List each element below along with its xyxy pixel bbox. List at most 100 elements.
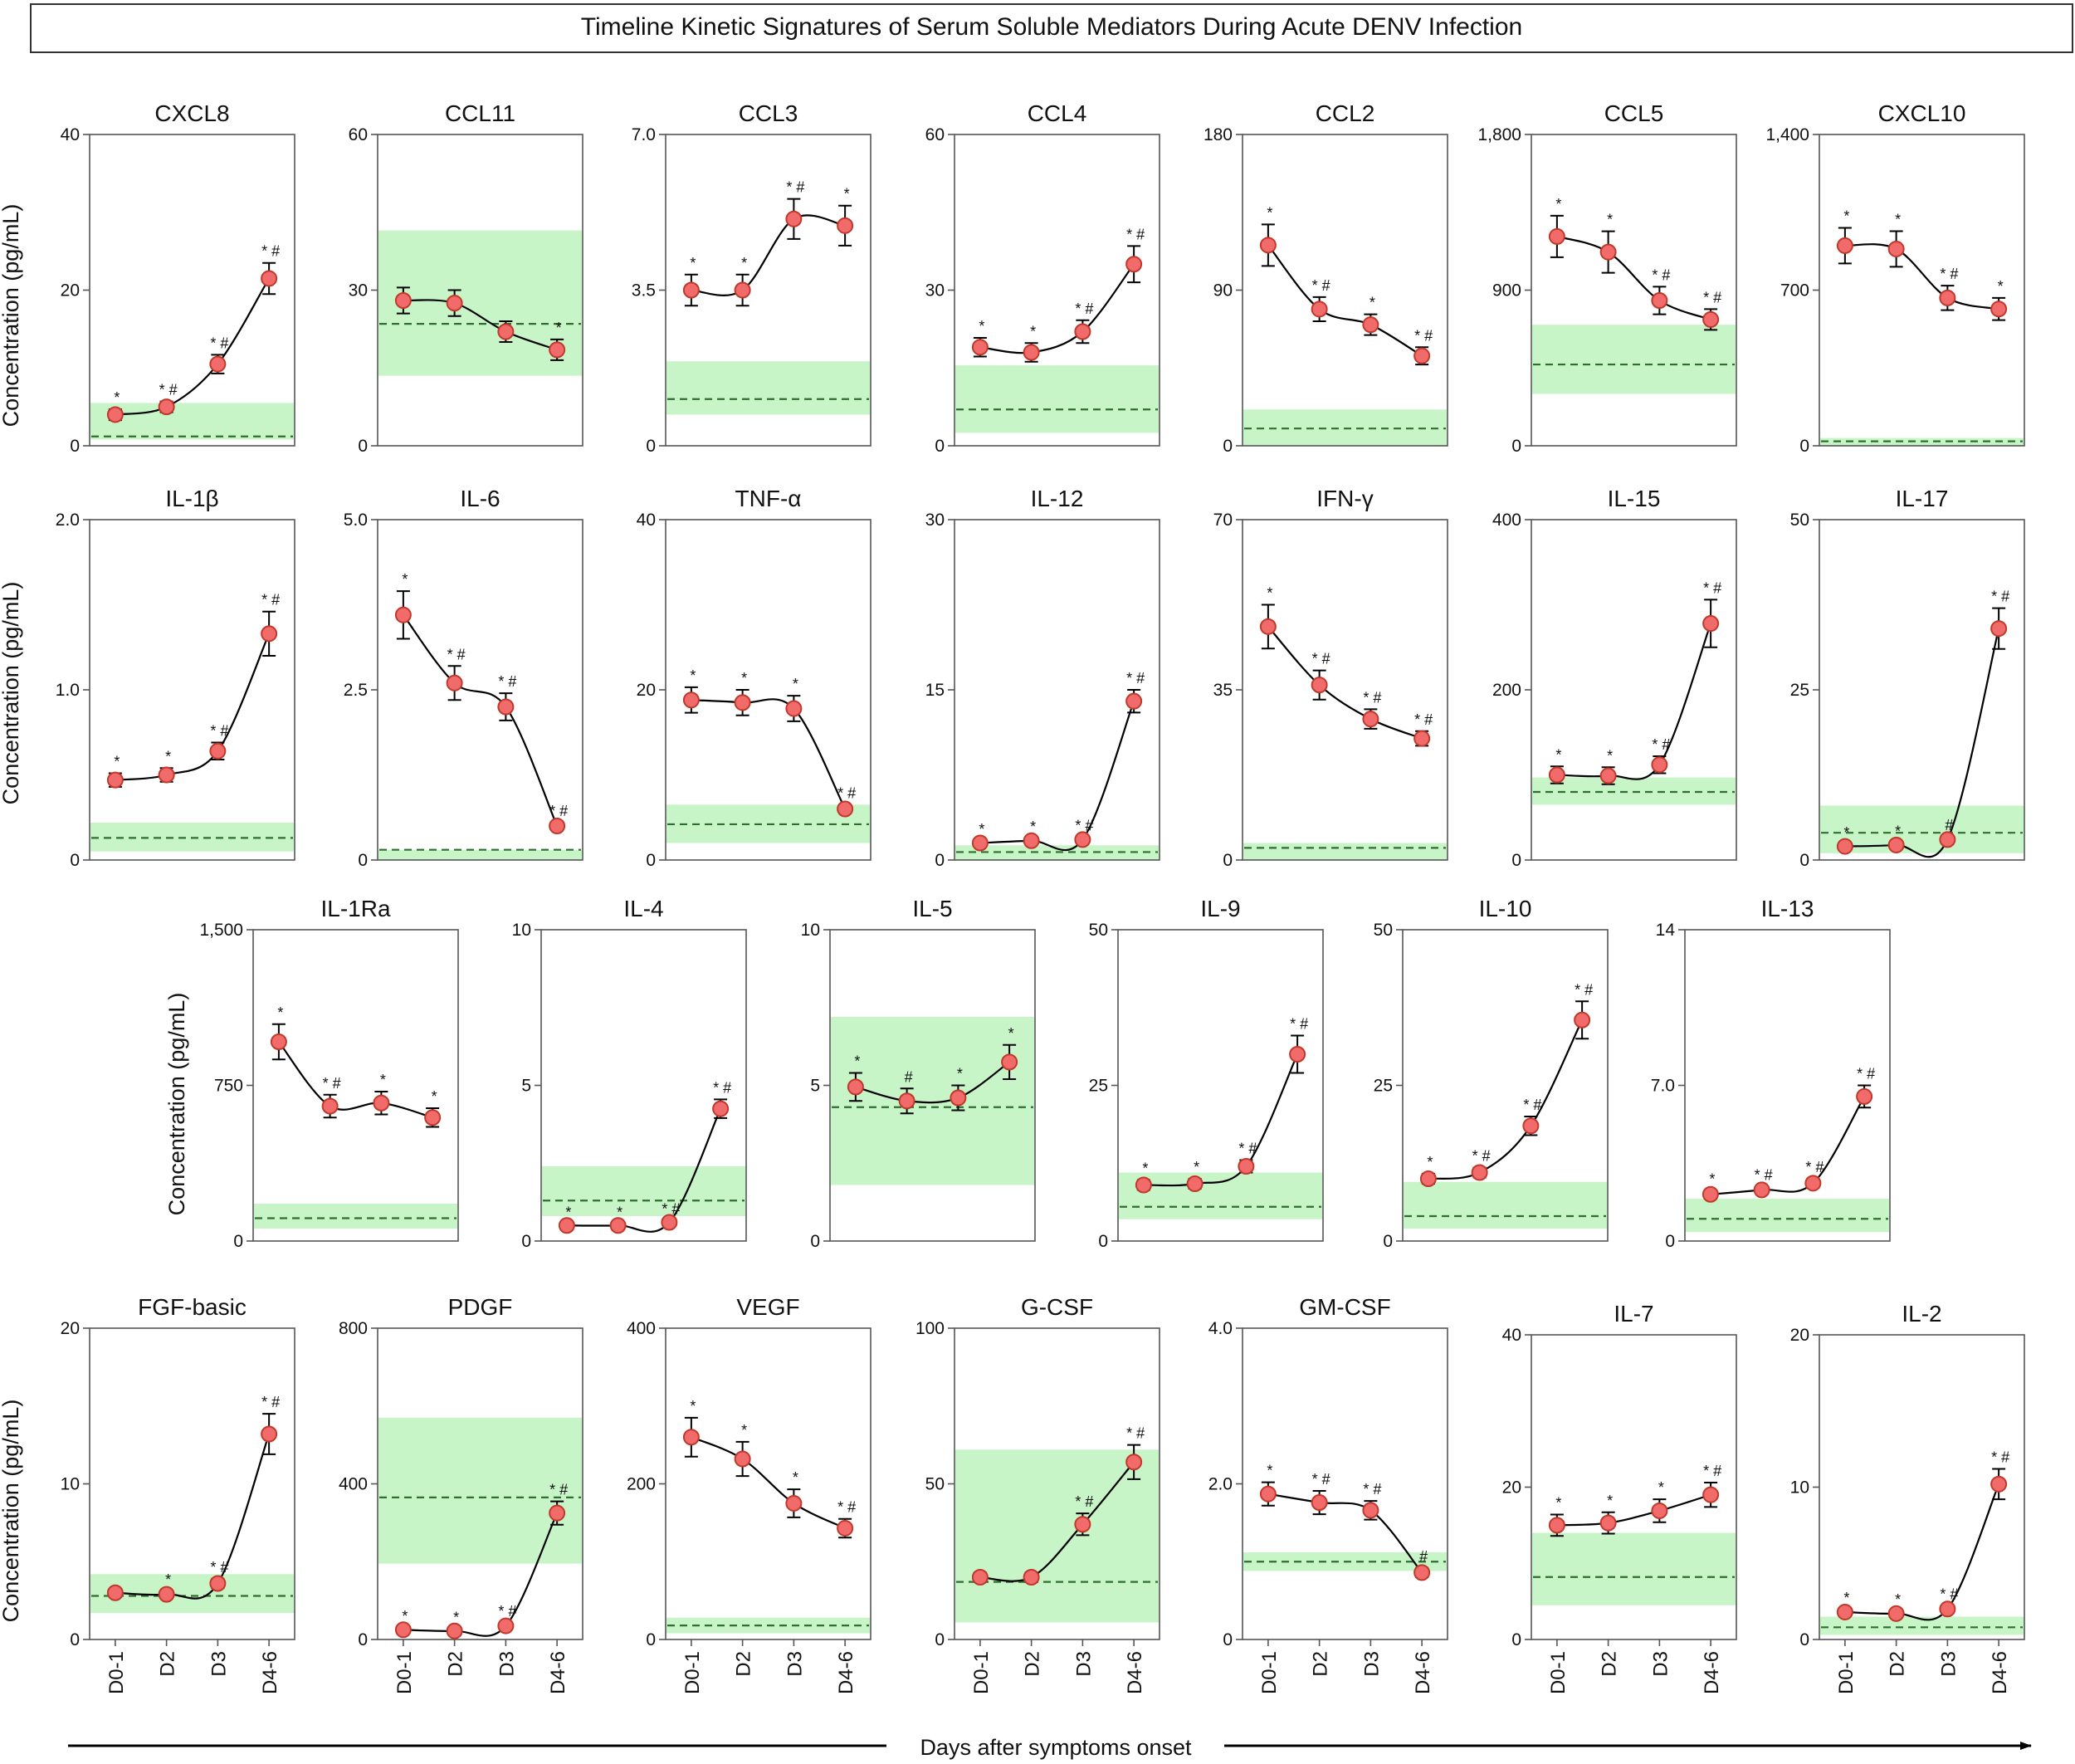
significance-mark: * # bbox=[1991, 1449, 2009, 1465]
data-point bbox=[497, 698, 515, 716]
y-tick-label: 0 bbox=[1511, 437, 1521, 456]
data-point bbox=[734, 1450, 751, 1468]
data-point bbox=[837, 217, 854, 234]
y-tick-label: 200 bbox=[1492, 681, 1521, 700]
series-line bbox=[1428, 1019, 1584, 1180]
y-tick-label: 2.0 bbox=[56, 511, 80, 530]
series-line bbox=[1556, 1493, 1711, 1527]
y-tick-label: 0 bbox=[358, 851, 368, 870]
x-tick-label: D0-1 bbox=[105, 1651, 128, 1694]
data-point bbox=[682, 691, 700, 709]
significance-mark: * bbox=[741, 1422, 747, 1439]
series-line bbox=[566, 1108, 722, 1233]
y-tick-label: 0 bbox=[1383, 1232, 1393, 1251]
significance-mark: * bbox=[690, 1398, 696, 1415]
y-tick-label: 1,500 bbox=[199, 921, 243, 940]
y-tick-label: 180 bbox=[1204, 125, 1233, 144]
y-tick-label: 0 bbox=[1511, 1630, 1521, 1649]
significance-mark: * bbox=[1555, 1495, 1561, 1512]
y-tick-label: 0 bbox=[935, 1630, 945, 1649]
significance-mark: * # bbox=[1075, 301, 1093, 317]
data-point bbox=[1574, 1011, 1591, 1029]
series-line bbox=[278, 1041, 433, 1119]
panel-ifn-: 0 35 70 IFN-γ * * # * # * # bbox=[1213, 486, 1448, 870]
reference-band bbox=[378, 1417, 582, 1564]
reference-band bbox=[955, 1449, 1159, 1623]
data-point bbox=[1311, 301, 1328, 318]
y-tick-label: 7.0 bbox=[1651, 1077, 1675, 1096]
plot-frame bbox=[1242, 519, 1448, 861]
significance-mark: * bbox=[565, 1204, 571, 1220]
y-tick-label: 40 bbox=[637, 511, 656, 530]
panel-title: IL-2 bbox=[1902, 1301, 1941, 1327]
significance-mark: * bbox=[165, 1571, 171, 1588]
panel-cxcl8: 0 20 40 CXCL8 * * # * # * # bbox=[61, 100, 295, 456]
x-tick-label: D0-1 bbox=[970, 1651, 993, 1694]
reference-band bbox=[1243, 843, 1447, 860]
y-tick-label: 0 bbox=[810, 1232, 820, 1251]
data-point bbox=[1362, 711, 1379, 728]
significance-mark: * # bbox=[1652, 266, 1670, 283]
y-tick-label: 0 bbox=[70, 1630, 80, 1649]
row-4-y-label: Concentration (pg/mL) bbox=[0, 1400, 23, 1623]
y-tick-label: 30 bbox=[925, 511, 945, 530]
x-tick-label: D3 bbox=[1649, 1651, 1672, 1677]
significance-mark: * bbox=[1555, 746, 1561, 763]
figure-title: Timeline Kinetic Signatures of Serum Sol… bbox=[581, 13, 1522, 41]
panel-title: FGF-basic bbox=[138, 1294, 247, 1320]
y-tick-label: 50 bbox=[925, 1475, 945, 1494]
panel-il-5: 0 5 10 IL-5 * # * * bbox=[801, 896, 1036, 1251]
significance-mark: * bbox=[1267, 585, 1272, 602]
data-point bbox=[158, 766, 175, 784]
significance-mark: * bbox=[979, 318, 984, 335]
series-line bbox=[403, 1512, 559, 1637]
x-tick-label: D0-1 bbox=[1547, 1651, 1570, 1694]
data-point bbox=[1548, 227, 1565, 245]
panel-il-1-: 0 1.0 2.0 IL-1β * * * # * # bbox=[56, 486, 295, 870]
significance-mark: * # bbox=[1312, 651, 1330, 667]
series-line bbox=[1267, 1493, 1423, 1574]
panel-pdgf: 0 400 800 PDGF D0-1 D2 D3 D4-6 * * * # * # bbox=[339, 1294, 583, 1694]
significance-mark: * bbox=[1370, 295, 1375, 311]
reference-band bbox=[1532, 325, 1736, 394]
plot-frame bbox=[1531, 519, 1737, 861]
plot-frame bbox=[1242, 134, 1448, 447]
y-tick-label: 0 bbox=[935, 851, 945, 870]
data-point bbox=[1362, 1502, 1379, 1519]
x-tick-label: D4-6 bbox=[1989, 1651, 2011, 1694]
data-point bbox=[1413, 1564, 1431, 1581]
y-tick-label: 1,400 bbox=[1765, 125, 1809, 144]
data-point bbox=[1702, 615, 1720, 633]
significance-mark: * # bbox=[210, 335, 228, 351]
panel-il-10: 0 25 50 IL-10 * * # * # * # bbox=[1374, 896, 1609, 1251]
data-point bbox=[1238, 1158, 1255, 1175]
x-tick-label: D3 bbox=[1360, 1651, 1383, 1677]
significance-mark: # bbox=[1419, 1548, 1428, 1565]
svg-text:Concentration (pg/mL): Concentration (pg/mL) bbox=[0, 204, 23, 428]
x-tick-label: D4-6 bbox=[835, 1651, 857, 1694]
significance-mark: * # bbox=[159, 382, 178, 398]
significance-mark: * # bbox=[549, 1482, 568, 1498]
y-tick-label: 1,800 bbox=[1477, 125, 1521, 144]
x-tick-label: D4-6 bbox=[1124, 1651, 1146, 1694]
significance-mark: * # bbox=[1290, 1016, 1308, 1033]
significance-mark: * bbox=[114, 753, 120, 770]
x-tick-label: D2 bbox=[1599, 1651, 1621, 1677]
data-point bbox=[1887, 240, 1905, 257]
reference-band bbox=[254, 1204, 457, 1229]
significance-mark: * # bbox=[713, 1079, 731, 1096]
panel-gm-csf: 0 2.0 4.0 GM-CSF D0-1 D2 D3 D4-6 * * # * # # bbox=[1208, 1294, 1448, 1694]
data-point bbox=[1836, 838, 1853, 855]
row-1-y-label: Concentration (pg/mL) bbox=[0, 204, 23, 428]
significance-mark: * # bbox=[498, 673, 516, 690]
significance-mark: * bbox=[556, 320, 562, 336]
data-point bbox=[158, 398, 175, 416]
panel-title: PDGF bbox=[448, 1294, 513, 1320]
significance-mark: * bbox=[1555, 196, 1561, 213]
significance-mark: * # bbox=[1075, 818, 1093, 834]
y-tick-label: 100 bbox=[915, 1319, 945, 1338]
series-line bbox=[1844, 628, 2000, 858]
data-point bbox=[106, 771, 124, 789]
plot-frame bbox=[89, 134, 295, 447]
